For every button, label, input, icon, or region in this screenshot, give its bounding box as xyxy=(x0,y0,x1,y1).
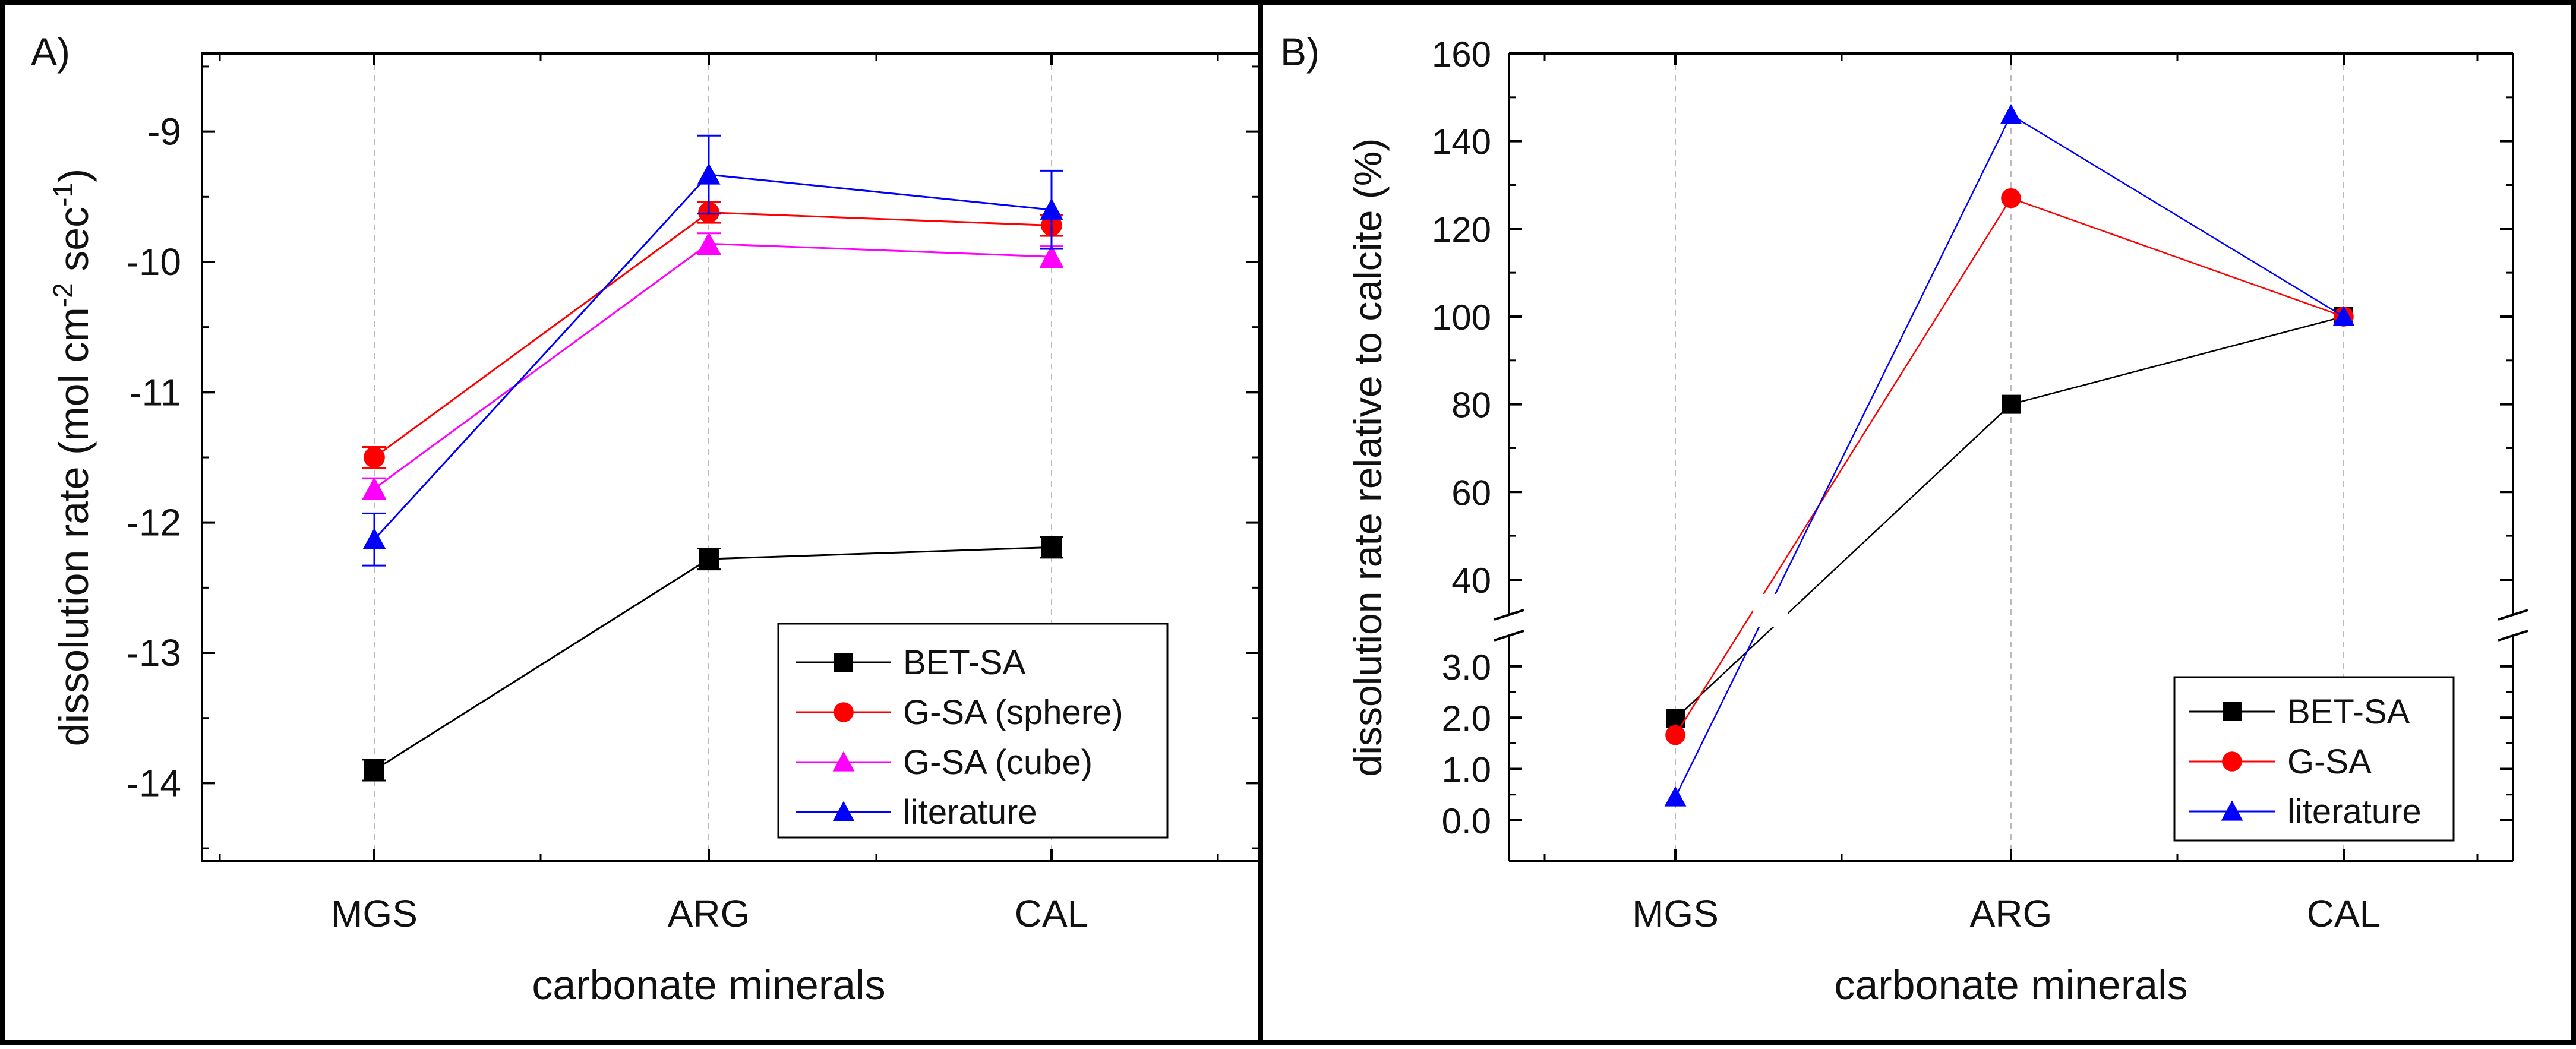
data-point xyxy=(362,477,386,499)
axis-break-mark xyxy=(1494,630,1524,642)
panel-b-label: B) xyxy=(1280,30,1319,74)
data-point xyxy=(362,527,386,549)
panel-b-y-tick-label: 160 xyxy=(1432,34,1491,74)
data-point xyxy=(1040,245,1063,267)
legend-marker xyxy=(2221,800,2243,821)
panel-a-ylabel-end: ) xyxy=(50,169,97,182)
axis-break-mark xyxy=(2498,609,2528,621)
panel-a-y-tick-label: -14 xyxy=(127,762,182,804)
panel-b-x-tick-label: CAL xyxy=(2307,892,2381,935)
legend-label: G-SA (cube) xyxy=(903,743,1093,782)
panel-a-ticks: MGS ARG CAL -14 -13 -12 -11 -10 -9 xyxy=(127,53,1259,935)
panel-a-x-tick-label: ARG xyxy=(668,892,750,935)
panel-a-y-tick-label: -11 xyxy=(129,371,181,413)
panel-a-x-tick-label: CAL xyxy=(1015,892,1089,935)
panel-b-x-tick-label: MGS xyxy=(1632,892,1719,935)
series-line-G-SA xyxy=(1674,197,2344,736)
axis-break-mark xyxy=(2498,630,2528,642)
panel-b-y-tick-label: 40 xyxy=(1451,561,1491,601)
axis-break-gap xyxy=(1753,594,1788,627)
series-line-G-SA (cube) xyxy=(374,242,1052,489)
panel-a-ylabel-sup1: -2 xyxy=(48,283,78,307)
panel-a-y-axis-label: dissolution rate (mol cm-2 sec-1) xyxy=(48,169,97,747)
data-point xyxy=(364,447,385,468)
legend-marker xyxy=(834,702,854,722)
panel-a-series xyxy=(362,134,1063,782)
data-point xyxy=(1665,725,1685,745)
legend-label: BET-SA xyxy=(2287,693,2410,731)
panel-a-x-axis-label: carbonate minerals xyxy=(532,962,885,1008)
data-point xyxy=(697,232,721,254)
panel-b-y-tick-label-lower: 1.0 xyxy=(1442,750,1491,790)
panel-a-y-tick-label: -9 xyxy=(147,110,181,153)
data-point xyxy=(2000,103,2022,124)
series-line-BET-SA xyxy=(1675,315,2344,719)
panel-a-ylabel-main: dissolution rate (mol cm xyxy=(50,307,97,746)
data-point xyxy=(699,549,719,570)
panel-b-legend-box xyxy=(2173,676,2455,842)
legend-marker xyxy=(832,751,855,772)
axis-break-mark xyxy=(1494,609,1524,621)
panel-a-ylabel-sup2: -1 xyxy=(48,182,78,207)
series-line-literature xyxy=(373,173,1052,541)
data-point xyxy=(364,760,384,781)
panel-b-y-tick-label: 100 xyxy=(1432,298,1491,337)
data-point xyxy=(2001,188,2021,208)
panel-b-y-tick-label: 120 xyxy=(1432,210,1491,249)
panel-a-x-tick-label: MGS xyxy=(331,892,418,935)
legend-marker xyxy=(2223,702,2242,721)
panel-a-y-tick-label: -10 xyxy=(127,241,182,283)
legend-marker xyxy=(834,653,853,672)
panel-b-y-tick-label-lower: 3.0 xyxy=(1442,647,1491,687)
panel-b-y-tick-label-lower: 0.0 xyxy=(1442,801,1491,841)
panel-a-ylabel-mid: sec xyxy=(50,207,97,283)
legend-label: literature xyxy=(903,793,1037,832)
panel-b-y-tick-label: 60 xyxy=(1451,473,1491,513)
data-point xyxy=(2002,394,2021,414)
panel-b-ticks: MGS ARG CAL 40 60 80 100 120 140 160 0.0 1.0 2.0 3.0 xyxy=(1432,34,2513,935)
panel-b-y-tick-label: 80 xyxy=(1451,386,1491,425)
panel-b: B) MGS ARG CAL 40 60 80 100 120 140 160 0.0 1.0 2.0 3… xyxy=(1280,30,2528,1008)
data-point xyxy=(1664,786,1687,807)
legend-marker xyxy=(832,801,855,821)
data-point xyxy=(1040,198,1063,220)
legend-label: literature xyxy=(2287,792,2422,831)
panel-a-frame xyxy=(0,0,1263,1045)
data-point xyxy=(1041,537,1062,558)
legend-label: G-SA xyxy=(2287,742,2372,781)
panel-a: A) MGS ARG CAL -14 -13 -12 -11 -10 -9 carbonate … xyxy=(31,30,1261,1008)
panel-b-y-axis-label: dissolution rate relative to calcite (%) xyxy=(1346,138,1390,777)
panel-b-y-tick-label-lower: 2.0 xyxy=(1442,699,1491,738)
data-point xyxy=(2332,305,2355,326)
panel-b-x-axis-label: carbonate minerals xyxy=(1834,962,2187,1008)
panel-b-series xyxy=(1664,103,2355,807)
panel-a-label: A) xyxy=(31,30,70,74)
legend-label: G-SA (sphere) xyxy=(903,693,1123,732)
legend-label: BET-SA xyxy=(903,643,1026,682)
legend-marker xyxy=(2222,751,2242,772)
panel-a-y-tick-label: -12 xyxy=(127,501,182,544)
panel-a-legend: BET-SA G-SA (sphere) G-SA (cube) literature xyxy=(777,623,1169,839)
data-point xyxy=(697,163,721,185)
panel-a-y-tick-label: -13 xyxy=(127,631,182,674)
panel-b-y-tick-label: 140 xyxy=(1432,122,1491,162)
panel-b-legend: BET-SA G-SA literature xyxy=(2173,676,2455,842)
panel-b-x-tick-label: ARG xyxy=(1970,892,2053,935)
